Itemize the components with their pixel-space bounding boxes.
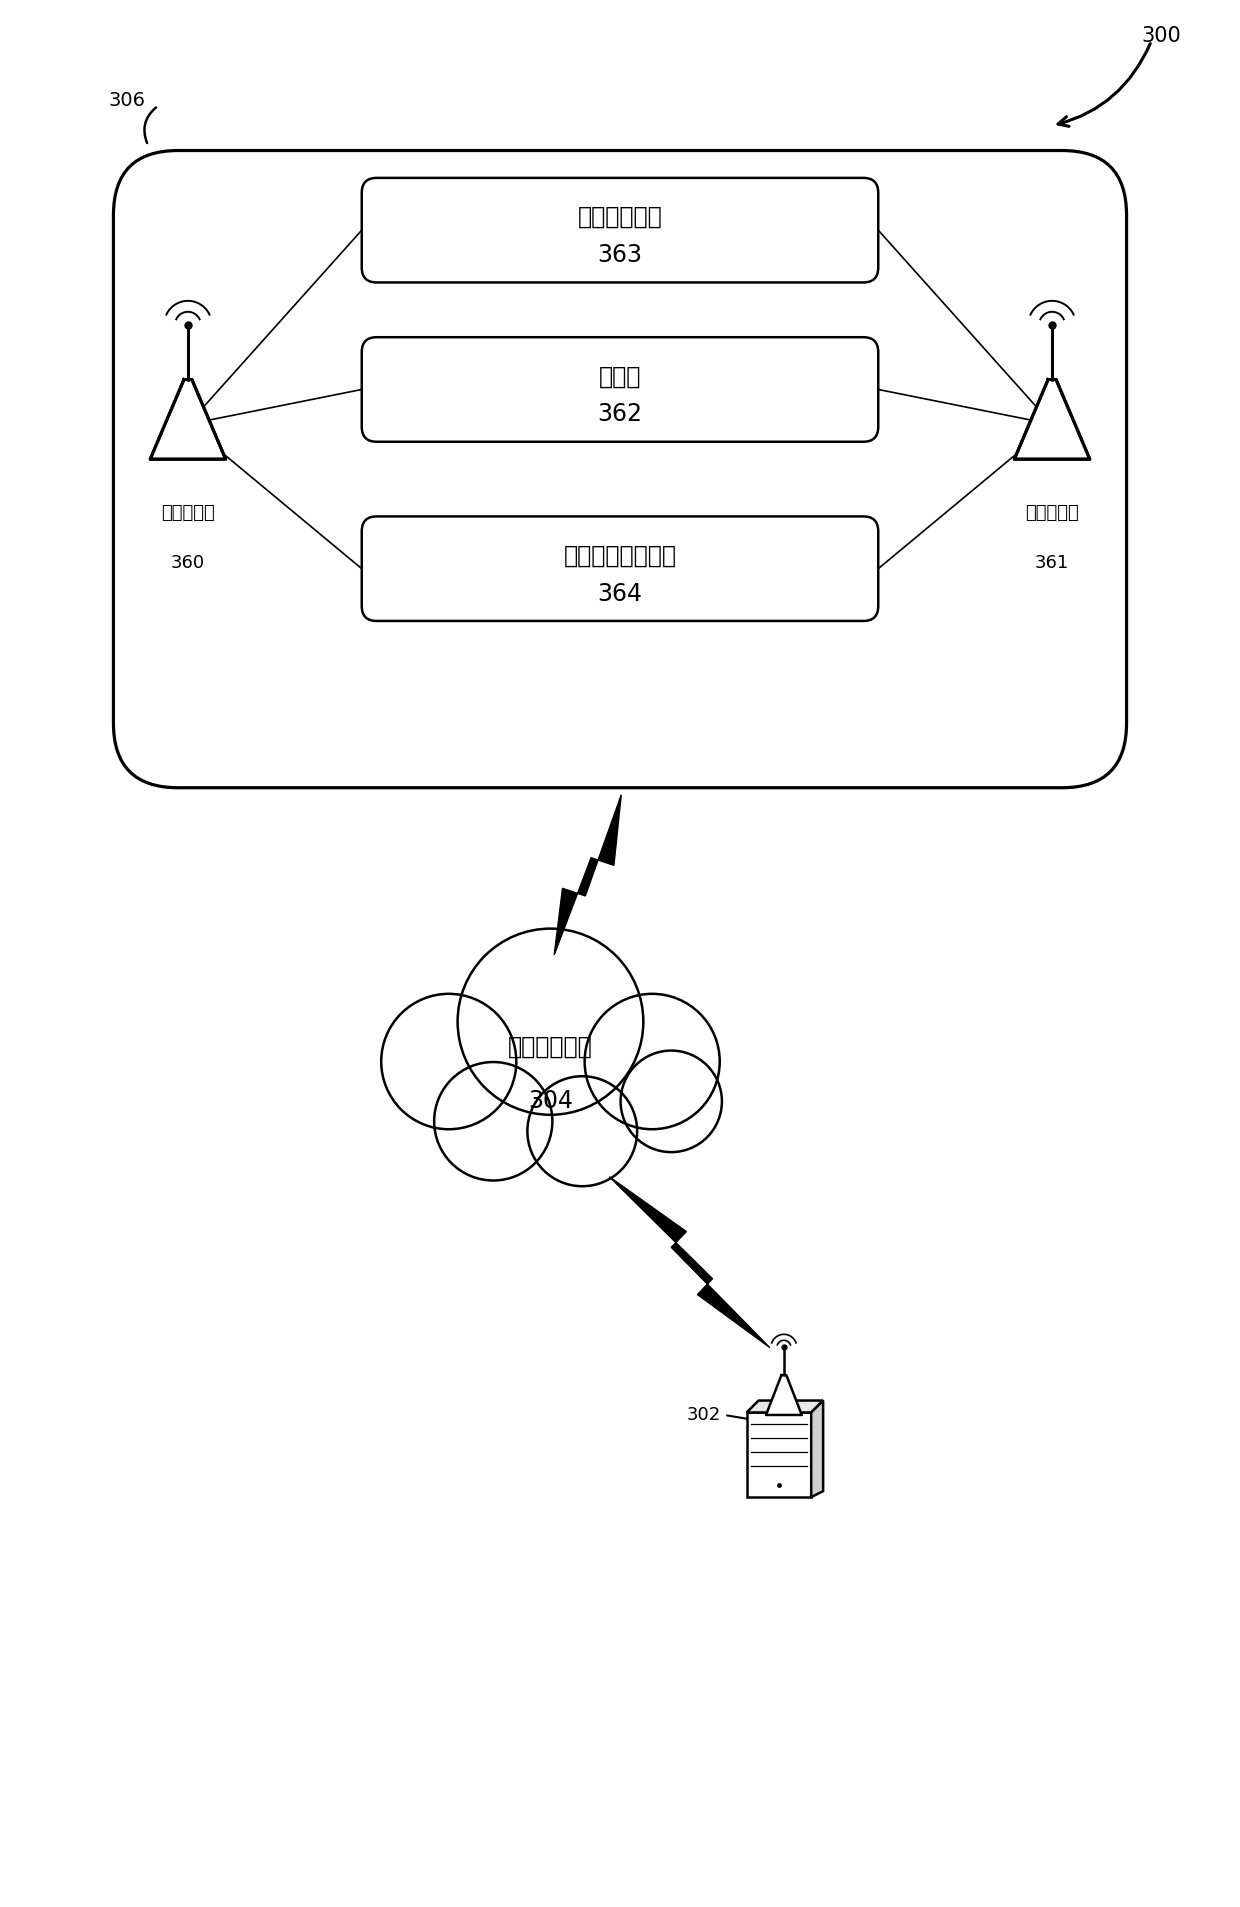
Circle shape — [381, 994, 516, 1129]
Polygon shape — [150, 379, 226, 460]
Polygon shape — [746, 1400, 823, 1413]
Polygon shape — [811, 1400, 823, 1497]
FancyBboxPatch shape — [113, 151, 1127, 788]
Text: 存储器: 存储器 — [599, 364, 641, 389]
Circle shape — [620, 1051, 722, 1152]
Polygon shape — [1014, 379, 1090, 460]
Polygon shape — [766, 1375, 802, 1415]
Circle shape — [527, 1076, 637, 1186]
FancyBboxPatch shape — [438, 1020, 663, 1148]
Text: 361: 361 — [1035, 553, 1069, 572]
Text: 302: 302 — [687, 1405, 722, 1425]
Text: 364: 364 — [598, 582, 642, 606]
Text: 360: 360 — [171, 553, 205, 572]
Text: 信号发射器: 信号发射器 — [1025, 503, 1079, 523]
Text: 无线通信网络: 无线通信网络 — [508, 1036, 593, 1058]
Polygon shape — [554, 795, 621, 955]
Text: 服务处理模块: 服务处理模块 — [578, 206, 662, 229]
Text: 362: 362 — [598, 402, 642, 427]
Circle shape — [458, 929, 644, 1116]
Circle shape — [434, 1062, 552, 1180]
FancyBboxPatch shape — [362, 177, 878, 282]
FancyBboxPatch shape — [746, 1413, 811, 1497]
Polygon shape — [609, 1177, 770, 1348]
FancyBboxPatch shape — [362, 338, 878, 442]
Text: 300: 300 — [1142, 27, 1182, 46]
Text: 在线状态查询模块: 在线状态查询模块 — [563, 543, 677, 568]
FancyBboxPatch shape — [362, 517, 878, 622]
Circle shape — [584, 994, 719, 1129]
Text: 363: 363 — [598, 242, 642, 267]
Text: 304: 304 — [528, 1089, 573, 1114]
Text: 信号接收器: 信号接收器 — [161, 503, 215, 523]
Text: 306: 306 — [108, 92, 145, 111]
